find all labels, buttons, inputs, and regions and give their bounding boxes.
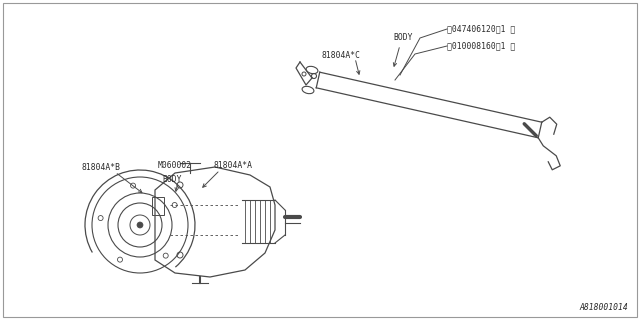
Text: 81804A*B: 81804A*B <box>82 164 121 172</box>
Text: M060002: M060002 <box>158 161 192 170</box>
Text: BODY: BODY <box>162 174 182 183</box>
Text: Ⓑ010008160（1 ）: Ⓑ010008160（1 ） <box>447 42 515 51</box>
Text: BODY: BODY <box>393 33 413 42</box>
Text: Ⓜ047406120（1 ）: Ⓜ047406120（1 ） <box>447 25 515 34</box>
Circle shape <box>137 222 143 228</box>
Text: 81804A*C: 81804A*C <box>322 52 361 60</box>
Text: A818001014: A818001014 <box>579 303 628 312</box>
Bar <box>152 197 164 215</box>
Text: 81804A*A: 81804A*A <box>213 161 252 170</box>
